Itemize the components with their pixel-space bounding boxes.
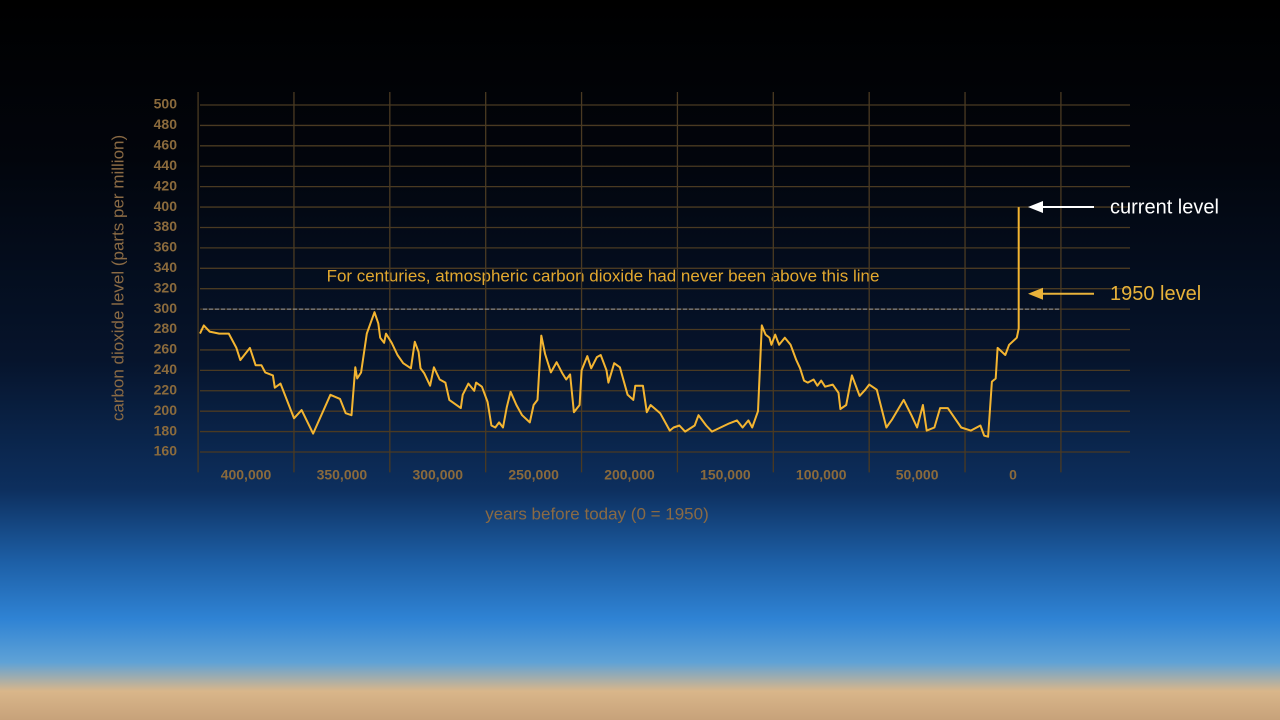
y-tick-label: 180 — [154, 422, 178, 438]
data-line — [199, 207, 1020, 438]
annotation: For centuries, atmospheric carbon dioxid… — [327, 266, 880, 285]
y-tick-label: 260 — [154, 341, 178, 357]
x-tick-label: 200,000 — [604, 467, 655, 483]
y-axis-label: carbon dioxide level (parts per million) — [108, 135, 127, 421]
y-tick-label: 220 — [154, 381, 178, 397]
marker-arrowhead — [1028, 287, 1043, 300]
y-tick-label: 420 — [154, 177, 178, 193]
x-tick-label: 300,000 — [412, 467, 463, 483]
y-tick-label: 400 — [154, 198, 178, 214]
marker-arrowhead — [1028, 201, 1043, 214]
y-tick-label: 440 — [154, 157, 178, 173]
marker-label: current level — [1110, 196, 1219, 218]
y-tick-label: 240 — [154, 361, 178, 377]
marker-label: 1950 level — [1110, 283, 1201, 305]
x-tick-label: 400,000 — [221, 467, 272, 483]
y-tick-label: 340 — [154, 259, 178, 275]
y-tick-label: 500 — [154, 96, 178, 112]
x-tick-label: 50,000 — [896, 467, 939, 483]
y-tick-label: 280 — [154, 320, 178, 336]
x-tick-label: 350,000 — [317, 467, 368, 483]
x-axis-label: years before today (0 = 1950) — [485, 504, 709, 523]
y-tick-label: 320 — [154, 279, 178, 295]
y-tick-label: 460 — [154, 137, 178, 153]
y-tick-label: 380 — [154, 218, 178, 234]
x-tick-label: 0 — [1009, 467, 1017, 483]
y-tick-label: 200 — [154, 402, 178, 418]
y-tick-label: 300 — [154, 300, 178, 316]
y-tick-label: 160 — [154, 443, 178, 459]
x-tick-label: 100,000 — [796, 467, 847, 483]
x-tick-label: 250,000 — [508, 467, 559, 483]
y-tick-label: 480 — [154, 116, 178, 132]
x-tick-label: 150,000 — [700, 467, 751, 483]
y-tick-label: 360 — [154, 239, 178, 255]
